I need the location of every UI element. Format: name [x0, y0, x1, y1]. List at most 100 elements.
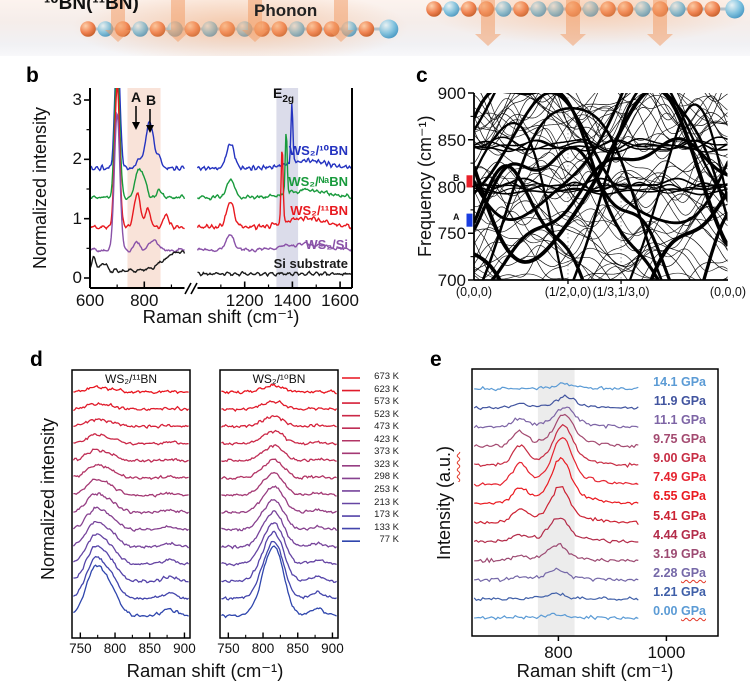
curve-label-4: Si substrate [273, 256, 348, 271]
nitrogen-atom [635, 1, 651, 17]
boron-atom [426, 1, 442, 17]
pressure-unit: GPa [680, 470, 706, 485]
legend-entry-temp: 298 K [374, 471, 399, 483]
nitrogen-atom [669, 1, 686, 17]
c-k-label: (1/2,0,0) [544, 285, 592, 299]
pressure-unit: GPa [680, 604, 706, 618]
pressure-unit: GPa [680, 508, 706, 523]
d-x-tick: 850 [286, 641, 309, 656]
spectrum-curve-b-2 [90, 88, 185, 231]
annotation-e2g: E2g [273, 85, 294, 105]
annotation-a: A [130, 89, 142, 105]
axis-break [184, 281, 198, 295]
pressure-label-9: 9.75 GPa [653, 432, 706, 447]
b-x-tick: 600 [75, 291, 105, 310]
pressure-label-7: 7.49 GPa [653, 470, 706, 485]
pressure-label-4: 4.44 GPa [653, 527, 706, 542]
nitrogen-atom [725, 0, 745, 19]
legend-entry-temp: 323 K [374, 458, 399, 470]
c-y-tick: 750 [437, 224, 466, 244]
temperature-curve-0-4 [72, 448, 189, 463]
temperature-curve-1-8 [221, 498, 338, 532]
pressure-unit: GPa [680, 546, 706, 561]
legend-entry-temp: 623 K [374, 383, 399, 395]
spectrum-curve-b-4 [90, 250, 186, 274]
pressure-curve-7 [473, 437, 639, 487]
panel-label-d: d [30, 348, 43, 371]
c-y-tick: 700 [437, 271, 466, 290]
nitrogen-atom [495, 1, 512, 17]
pressure-label-0: 0.00 GPa [653, 604, 706, 618]
c-k-label: (0,0,0) [709, 285, 747, 299]
nitrogen-atom [530, 1, 547, 17]
temperature-curve-1-12 [221, 540, 337, 601]
d-x-tick: 800 [251, 641, 275, 656]
pressure-label-3: 3.19 GPa [653, 546, 706, 561]
legend-entry-temp: 523 K [374, 408, 399, 420]
pressure-unit: GPa [680, 393, 706, 408]
boron-atom [461, 1, 477, 17]
e2g-base: E [273, 85, 283, 101]
legend-entry-temp: 173 K [374, 509, 399, 521]
curve-label-2: WS₂/¹¹BN [290, 203, 348, 218]
pressure-curve-9 [473, 413, 639, 449]
pressure-unit: GPa [680, 489, 706, 504]
pressure-unit: GPa [680, 413, 706, 427]
spectrum-curve-b-0 [90, 88, 185, 172]
temperature-curve-1-9 [220, 509, 338, 550]
pressure-unit: GPa [680, 565, 706, 580]
d-x-tick: 750 [217, 641, 240, 656]
panel-label-c: c [416, 64, 428, 87]
pressure-curve-6 [474, 456, 639, 506]
boron-atom [617, 1, 634, 17]
b-x-tick: 1200 [225, 291, 264, 310]
panel-e-ylabel-pre: Intensity ( [434, 482, 454, 561]
e-x-tick: 1000 [647, 643, 686, 662]
pressure-curve-4 [473, 517, 639, 544]
spectrum-curve-b-3-seg2 [196, 234, 352, 253]
panel-d-box-1 [219, 369, 339, 639]
b-y-tick: 0 [72, 268, 82, 287]
legend-entry-temp: 77 K [379, 534, 399, 546]
e2g-sub: 2g [282, 93, 295, 105]
frequency-marker-b [466, 175, 473, 188]
pressure-curve-2 [474, 567, 639, 583]
pressure-label-5: 5.41 GPa [653, 508, 706, 523]
pressure-label-1: 1.21 GPa [653, 584, 706, 599]
legend-entry-temp: 473 K [374, 421, 399, 433]
temperature-curve-1-2 [220, 414, 337, 429]
temperature-curve-0-2 [73, 418, 189, 430]
spectrum-curve-b-2-seg2 [196, 151, 352, 231]
panel-e-ylabel: Intensity (a.u.) [434, 372, 455, 634]
pressure-unit: GPa [680, 432, 706, 447]
nitrogen-atom [443, 1, 460, 17]
annotation-b: B [145, 92, 157, 108]
nitrogen-atom [582, 1, 599, 17]
panel-e-xlabel: Raman shift (cm⁻¹) [516, 660, 674, 681]
temperature-curve-0-5 [73, 463, 189, 481]
phonon-glow-left [70, 0, 410, 56]
legend-entry-temp: 213 K [374, 496, 399, 508]
b-x-tick: 1600 [321, 291, 359, 310]
boron-atom [687, 1, 703, 17]
spectrum-curve-b-3 [90, 111, 185, 254]
legend-entry-temp: 133 K [374, 521, 399, 533]
b-y-tick: 1 [72, 208, 82, 228]
panel-e-box [471, 368, 719, 637]
phonon-arrow-icon [560, 0, 586, 46]
d-x-tick: 900 [173, 641, 196, 656]
panel-d-ylabel: Normalized intensity [38, 417, 58, 581]
temperature-curve-0-6 [73, 478, 189, 498]
pressure-label-12: 14.1 GPa [653, 374, 706, 389]
pressure-label-11: 11.9 GPa [653, 393, 706, 408]
d-x-tick: 900 [321, 641, 344, 656]
temperature-curve-0-9 [72, 520, 190, 549]
panel-b-xlabel: Raman shift (cm⁻¹) [142, 306, 300, 327]
pressure-label-2: 2.28 GPa [653, 565, 706, 580]
marker-label-b: B [453, 173, 460, 183]
c-k-label: (1/3,1/3,0) [592, 285, 650, 299]
curve-label-3: WS₂/Si [305, 237, 348, 252]
spectrum-curve-b-4-seg2 [197, 270, 352, 278]
